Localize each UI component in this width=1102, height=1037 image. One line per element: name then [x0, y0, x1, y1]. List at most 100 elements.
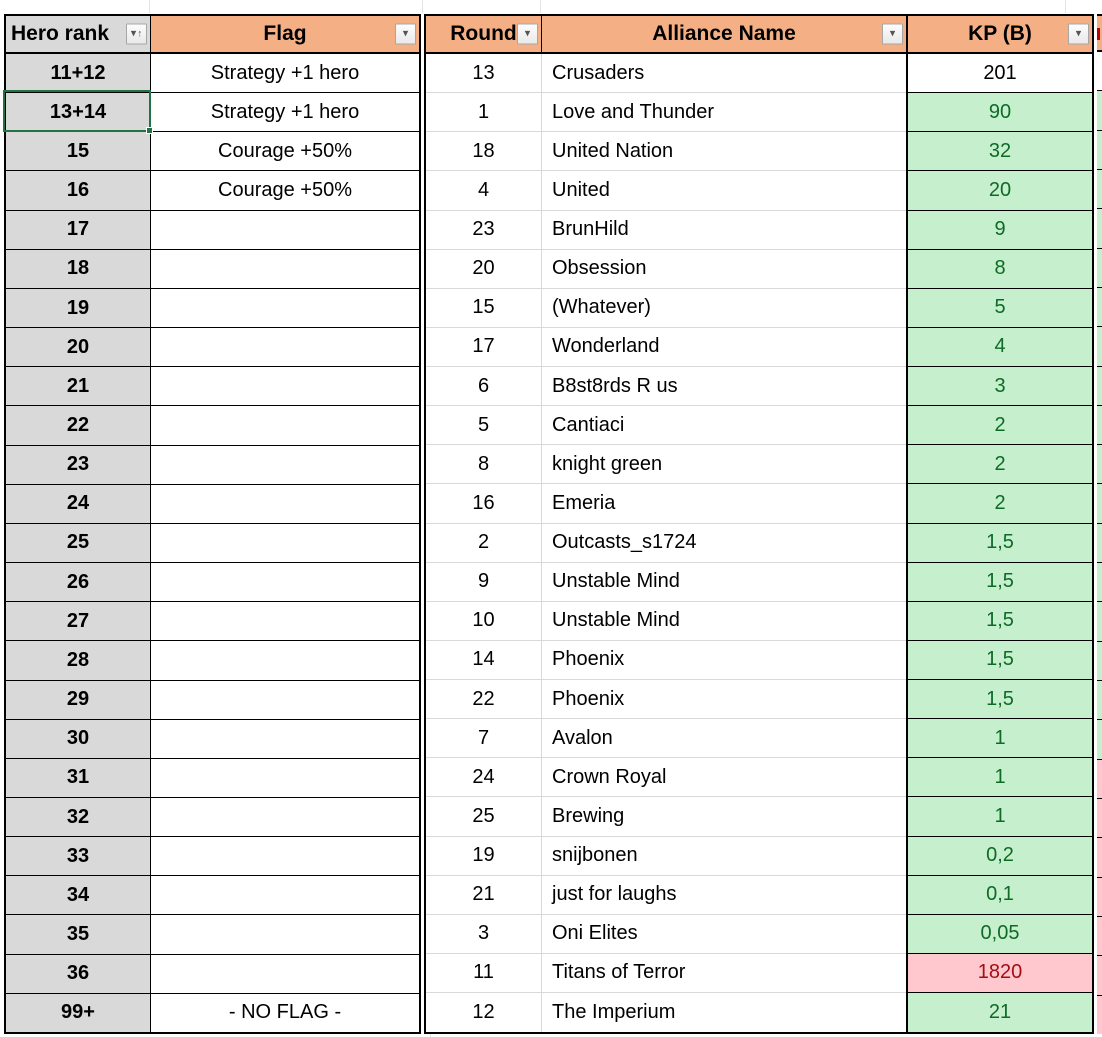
hero-rank-cell[interactable]: 17: [6, 210, 151, 249]
filter-button-flag[interactable]: ▾: [395, 23, 416, 45]
round-cell[interactable]: 1: [426, 93, 542, 133]
alliance-name-cell[interactable]: Phoenix: [542, 680, 906, 720]
kp-value-cell[interactable]: 2: [906, 484, 1092, 524]
kp-value-cell[interactable]: 1: [906, 758, 1092, 798]
flag-cell[interactable]: Strategy +1 hero: [210, 61, 360, 84]
flag-cell[interactable]: - NO FLAG -: [228, 1001, 342, 1024]
hero-rank-cell[interactable]: 35: [6, 915, 151, 954]
alliance-name-cell[interactable]: Unstable Mind: [542, 563, 906, 602]
round-cell[interactable]: 9: [426, 562, 542, 602]
round-cell[interactable]: 22: [426, 680, 542, 720]
alliance-name-cell[interactable]: Obsession: [542, 250, 906, 289]
alliance-name-cell[interactable]: Brewing: [542, 797, 906, 837]
alliance-name-cell[interactable]: just for laughs: [542, 876, 906, 915]
round-cell[interactable]: 13: [426, 54, 542, 94]
kp-value-cell[interactable]: 0,1: [906, 875, 1092, 915]
hero-rank-cell[interactable]: 18: [6, 249, 151, 288]
flag-cell[interactable]: [151, 876, 419, 914]
kp-value-cell[interactable]: 4: [906, 327, 1092, 367]
flag-cell[interactable]: Courage +50%: [218, 179, 352, 202]
flag-cell[interactable]: [151, 563, 419, 601]
alliance-name-cell[interactable]: Oni Elites: [542, 915, 906, 954]
alliance-name-cell[interactable]: Crown Royal: [542, 758, 906, 798]
round-cell[interactable]: 24: [426, 758, 542, 798]
flag-cell[interactable]: [151, 720, 419, 758]
flag-cell[interactable]: [151, 406, 419, 444]
flag-cell[interactable]: [151, 250, 419, 288]
flag-cell[interactable]: [151, 328, 419, 366]
hero-rank-cell[interactable]: 34: [6, 876, 151, 915]
round-cell[interactable]: 23: [426, 210, 542, 250]
header-alliance-name[interactable]: Alliance Name ▾: [542, 16, 906, 52]
flag-cell[interactable]: [151, 446, 419, 484]
hero-rank-cell[interactable]: 20: [6, 328, 151, 367]
flag-cell[interactable]: [151, 524, 419, 562]
kp-value-cell[interactable]: 1,5: [906, 640, 1092, 680]
round-cell[interactable]: 2: [426, 523, 542, 563]
header-hero-rank[interactable]: Hero rank ▾ ↑: [6, 16, 151, 52]
hero-rank-cell[interactable]: 28: [6, 641, 151, 680]
alliance-name-cell[interactable]: (Whatever): [542, 289, 906, 328]
sort-filter-button-hero-rank[interactable]: ▾ ↑: [126, 23, 147, 45]
alliance-name-cell[interactable]: Crusaders: [542, 54, 906, 94]
round-cell[interactable]: 18: [426, 132, 542, 172]
filter-button-round[interactable]: ▾: [517, 23, 538, 45]
kp-value-cell[interactable]: 5: [906, 288, 1092, 328]
kp-value-cell[interactable]: 90: [906, 93, 1092, 133]
alliance-name-cell[interactable]: United Nation: [542, 132, 906, 172]
kp-value-cell[interactable]: 1: [906, 719, 1092, 759]
flag-cell[interactable]: [151, 289, 419, 327]
alliance-name-cell[interactable]: Avalon: [542, 719, 906, 759]
filter-button-alliance-name[interactable]: ▾: [882, 23, 903, 45]
alliance-name-cell[interactable]: Emeria: [542, 484, 906, 524]
hero-rank-cell[interactable]: 36: [6, 954, 151, 993]
hero-rank-cell[interactable]: 25: [6, 523, 151, 563]
flag-cell[interactable]: [151, 681, 419, 719]
hero-rank-cell[interactable]: 15: [6, 132, 151, 171]
flag-cell[interactable]: [151, 955, 419, 993]
flag-cell[interactable]: [151, 915, 419, 953]
kp-value-cell[interactable]: 32: [906, 132, 1092, 172]
round-cell[interactable]: 11: [426, 953, 542, 993]
flag-cell[interactable]: [151, 798, 419, 836]
hero-rank-cell[interactable]: 13+14: [6, 93, 151, 132]
alliance-name-cell[interactable]: Love and Thunder: [542, 93, 906, 133]
kp-value-cell[interactable]: 1,5: [906, 601, 1092, 641]
round-cell[interactable]: 20: [426, 249, 542, 289]
kp-value-cell[interactable]: 1,5: [906, 562, 1092, 602]
round-cell[interactable]: 5: [426, 406, 542, 446]
kp-value-cell[interactable]: 0,05: [906, 914, 1092, 954]
round-cell[interactable]: 8: [426, 445, 542, 485]
flag-cell[interactable]: [151, 211, 419, 249]
alliance-name-cell[interactable]: BrunHild: [542, 211, 906, 250]
round-cell[interactable]: 14: [426, 640, 542, 680]
hero-rank-cell[interactable]: 22: [6, 406, 151, 445]
hero-rank-cell[interactable]: 31: [6, 758, 151, 797]
round-cell[interactable]: 12: [426, 993, 542, 1033]
alliance-name-cell[interactable]: United: [542, 171, 906, 211]
round-cell[interactable]: 6: [426, 367, 542, 407]
round-cell[interactable]: 17: [426, 327, 542, 367]
hero-rank-cell[interactable]: 30: [6, 719, 151, 758]
hero-rank-cell[interactable]: 26: [6, 563, 151, 602]
kp-value-cell[interactable]: 21: [906, 993, 1092, 1033]
alliance-name-cell[interactable]: snijbonen: [542, 837, 906, 876]
round-cell[interactable]: 3: [426, 914, 542, 954]
flag-cell[interactable]: [151, 759, 419, 797]
round-cell[interactable]: 19: [426, 836, 542, 876]
hero-rank-cell[interactable]: 23: [6, 445, 151, 484]
alliance-name-cell[interactable]: Cantiaci: [542, 406, 906, 446]
kp-value-cell[interactable]: 201: [906, 54, 1092, 94]
hero-rank-cell[interactable]: 27: [6, 602, 151, 641]
kp-value-cell[interactable]: 1: [906, 797, 1092, 837]
hero-rank-cell[interactable]: 16: [6, 171, 151, 210]
hero-rank-cell[interactable]: 19: [6, 288, 151, 328]
round-cell[interactable]: 21: [426, 875, 542, 915]
kp-value-cell[interactable]: 0,2: [906, 836, 1092, 876]
kp-value-cell[interactable]: 1,5: [906, 680, 1092, 720]
alliance-name-cell[interactable]: Phoenix: [542, 641, 906, 680]
kp-value-cell[interactable]: 20: [906, 171, 1092, 211]
hero-rank-cell[interactable]: 99+: [6, 993, 151, 1032]
round-cell[interactable]: 4: [426, 171, 542, 211]
alliance-name-cell[interactable]: Outcasts_s1724: [542, 524, 906, 563]
